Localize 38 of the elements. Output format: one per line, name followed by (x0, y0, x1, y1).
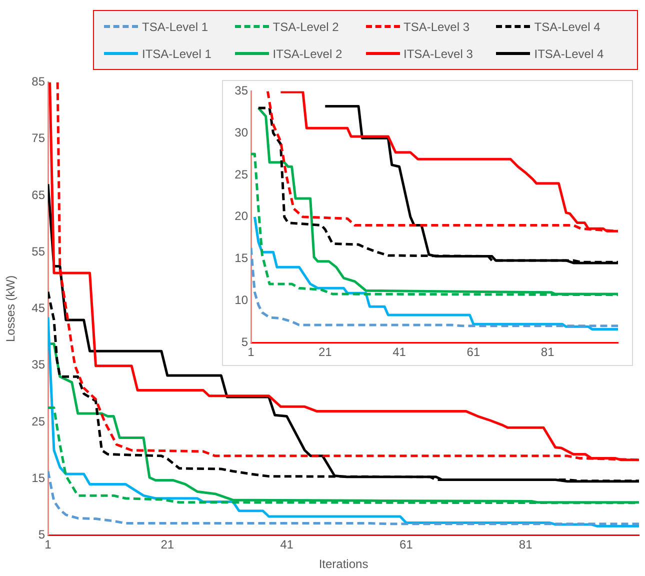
y-tick-label: 15 (32, 470, 46, 485)
legend-label: TSA-Level 4 (534, 20, 600, 34)
y-tick-label: 5 (241, 334, 248, 349)
x-tick-label: 21 (160, 538, 174, 552)
legend-label: TSA-Level 2 (272, 20, 339, 34)
legend-label: ITSA-Level 1 (142, 46, 212, 60)
y-tick-label: 20 (234, 209, 248, 224)
y-tick-label: 15 (234, 251, 248, 266)
y-tick-label: 75 (32, 131, 46, 146)
legend-label: ITSA-Level 3 (404, 46, 473, 60)
x-tick-label: 81 (518, 538, 533, 552)
y-tick-label: 25 (234, 167, 248, 182)
line-series (251, 246, 618, 328)
legend-label: TSA-Level 3 (404, 20, 470, 34)
y-tick-label: 30 (234, 125, 248, 140)
y-tick-label: 35 (32, 358, 46, 372)
y-tick-label: 10 (234, 293, 248, 308)
legend-label: TSA-Level 1 (142, 20, 208, 34)
x-tick-label: 61 (466, 345, 480, 360)
y-tick-label: 65 (32, 188, 46, 202)
y-tick-label: 45 (32, 301, 46, 316)
y-tick-label: 35 (234, 84, 248, 98)
x-tick-label: 61 (400, 538, 414, 552)
y-tick-label: 85 (32, 74, 46, 89)
y-tick-label: 25 (32, 414, 46, 428)
legend-label: ITSA-Level 4 (534, 46, 604, 60)
y-axis-title: Losses (kW) (4, 275, 18, 342)
x-tick-label: 21 (318, 345, 332, 360)
x-tick-label: 81 (540, 345, 555, 360)
x-tick-label: 41 (392, 345, 406, 360)
x-axis-title: Iterations (318, 557, 368, 572)
x-tick-label: 1 (44, 538, 52, 552)
legend-label: ITSA-Level 2 (272, 46, 342, 60)
x-tick-label: 41 (280, 538, 294, 552)
x-tick-label: 1 (248, 345, 255, 360)
y-tick-label: 5 (38, 528, 46, 542)
y-tick-label: 55 (32, 244, 46, 258)
line-series (48, 470, 639, 526)
